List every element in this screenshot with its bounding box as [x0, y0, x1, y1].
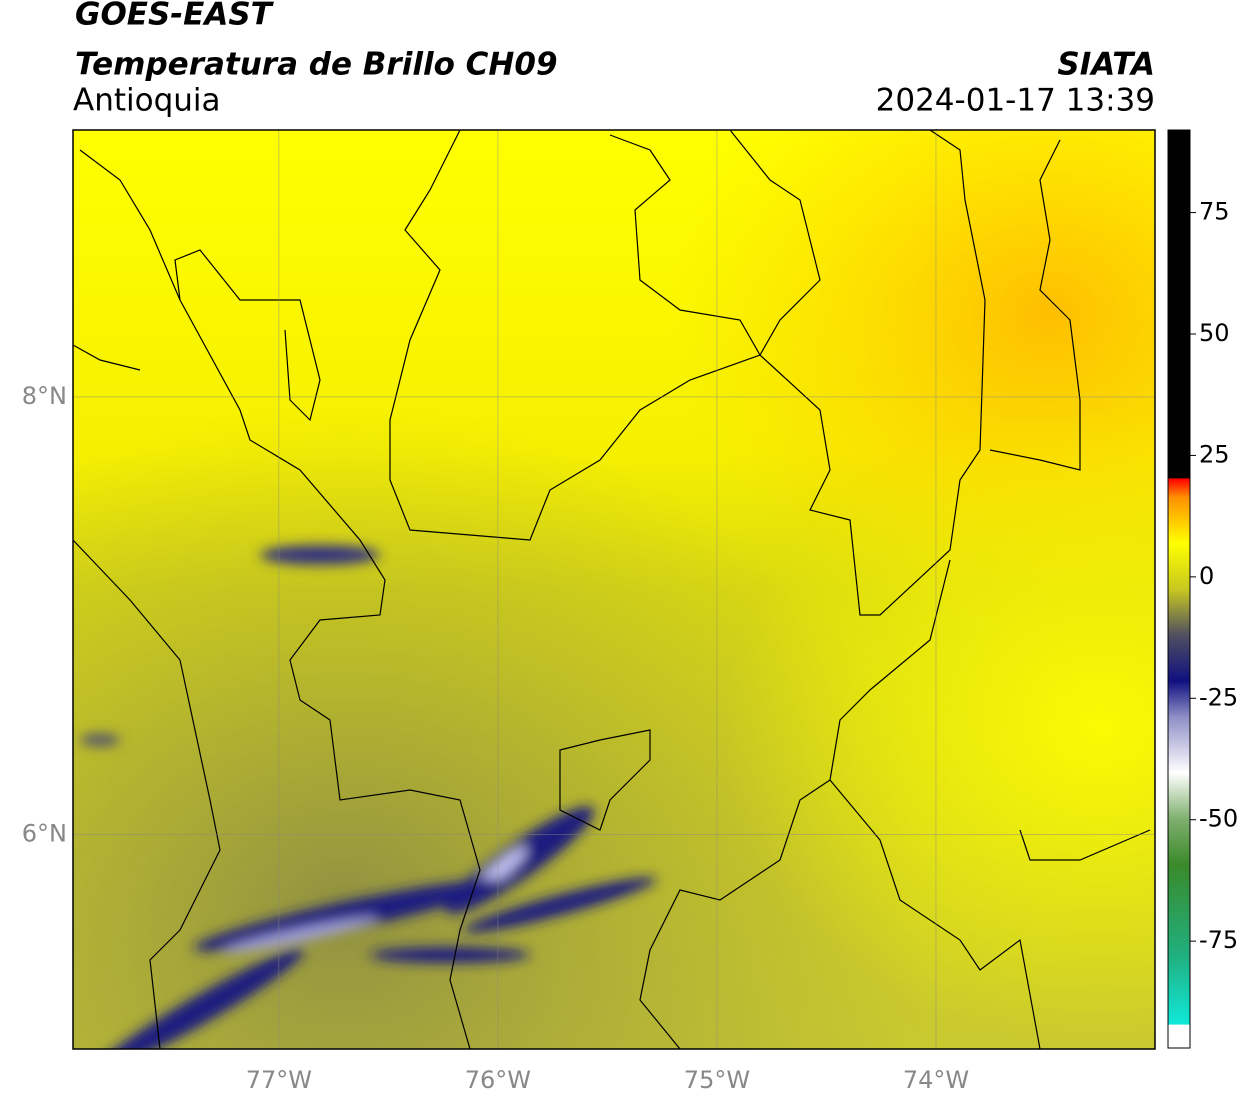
colorbar-tick-label: 0	[1199, 562, 1214, 590]
title: GOES-EAST	[75, 0, 275, 33]
agency: SIATA	[1057, 47, 1155, 83]
borders	[73, 130, 1151, 1049]
map-frame	[72, 129, 1156, 1050]
colorbar-tick-label: -25	[1199, 683, 1238, 711]
x-tick-label: 77°W	[246, 1066, 312, 1094]
y-tick-label: 6°N	[22, 820, 67, 848]
satellite-image	[73, 130, 1155, 1049]
graticule	[73, 130, 1155, 1049]
y-tick-label: 8°N	[22, 382, 67, 410]
x-tick-label: 74°W	[903, 1066, 969, 1094]
colorbar	[1167, 129, 1191, 1049]
region: Antioquia	[73, 83, 221, 119]
x-tick-label: 75°W	[684, 1066, 750, 1094]
colorbar-tick-label: 75	[1199, 198, 1230, 226]
colorbar-tick-label: 50	[1199, 319, 1230, 347]
subtitle: Temperatura de Brillo CH09	[75, 47, 558, 83]
datetime: 2024-01-17 13:39	[876, 83, 1155, 119]
colorbar-tick-label: 25	[1199, 440, 1230, 468]
colorbar-tick-label: -75	[1199, 926, 1238, 954]
colorbar-tick-label: -50	[1199, 805, 1238, 833]
x-tick-label: 76°W	[465, 1066, 531, 1094]
